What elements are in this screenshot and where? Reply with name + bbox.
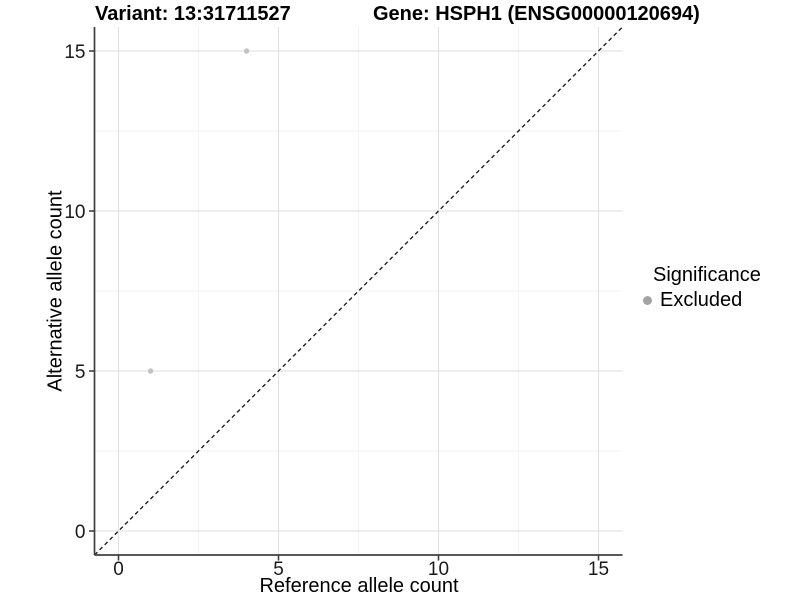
y-tick-label: 10 [64, 202, 85, 223]
x-tick-label: 15 [588, 559, 609, 580]
data-point [147, 368, 154, 374]
x-tick-label: 0 [113, 559, 124, 580]
y-axis-title: Alternative allele count [44, 190, 67, 392]
legend-title: Significance [653, 264, 761, 286]
x-axis-title: Reference allele count [259, 575, 459, 597]
data-point [243, 48, 250, 54]
legend-item-excluded: Excluded [640, 289, 761, 311]
identity-dashed-line [94, 26, 623, 556]
legend: Significance Excluded [640, 264, 761, 311]
y-tick-label: 15 [64, 42, 85, 63]
x-tick-label: 10 [428, 559, 449, 580]
x-tick-label: 5 [273, 559, 284, 580]
excluded-point-icon [643, 295, 652, 305]
y-tick-label: 0 [75, 522, 86, 543]
plot-title-gene: Gene: HSPH1 (ENSG00000120694) [373, 3, 700, 25]
plot-title-variant: Variant: 13:31711527 [95, 3, 291, 25]
y-tick-label: 5 [75, 362, 86, 383]
legend-item-label: Excluded [660, 288, 743, 311]
